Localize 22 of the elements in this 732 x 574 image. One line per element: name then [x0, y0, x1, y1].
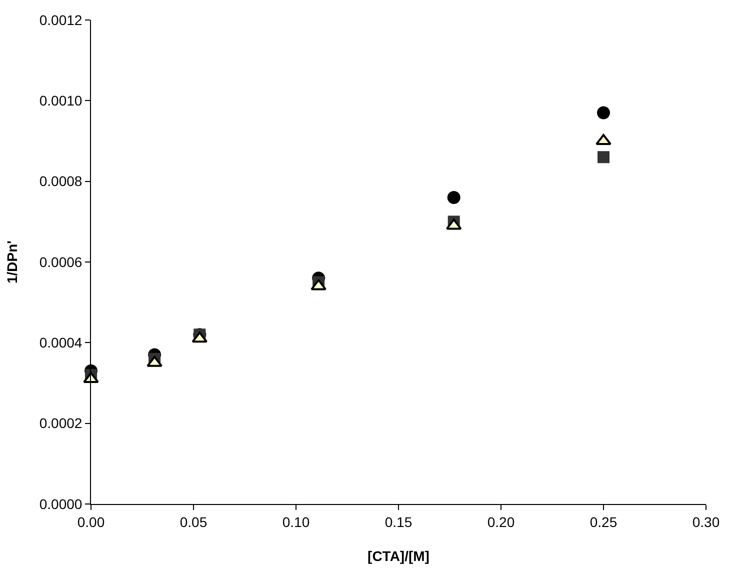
y-tick-label: 0.0002 [39, 415, 82, 432]
point [597, 106, 610, 120]
point [447, 190, 460, 204]
x-tick-label: 0.05 [180, 514, 208, 530]
y-tick-label: 0.0010 [39, 92, 82, 109]
y-tick-label: 0.0000 [39, 496, 82, 512]
y-tick-label: 0.0012 [39, 12, 82, 28]
x-tick-label: 0.10 [282, 514, 310, 530]
y-tick-label: 0.0006 [39, 254, 82, 270]
x-tick-label: 0.30 [692, 514, 720, 530]
point [83, 372, 99, 383]
x-tick-label: 0.25 [590, 514, 618, 530]
y-tick-label: 0.0004 [39, 334, 82, 351]
point [598, 151, 610, 164]
point [310, 279, 326, 290]
x-tick-label: 0.00 [77, 514, 105, 530]
y-axis-title: 1/DPn' [4, 240, 20, 284]
x-tick-label: 0.15 [384, 514, 412, 530]
x-axis-title: [CTA]/[M] [368, 548, 430, 564]
y-tick-label: 0.0008 [39, 173, 82, 190]
point [146, 356, 162, 367]
x-tick-label: 0.20 [487, 514, 515, 530]
